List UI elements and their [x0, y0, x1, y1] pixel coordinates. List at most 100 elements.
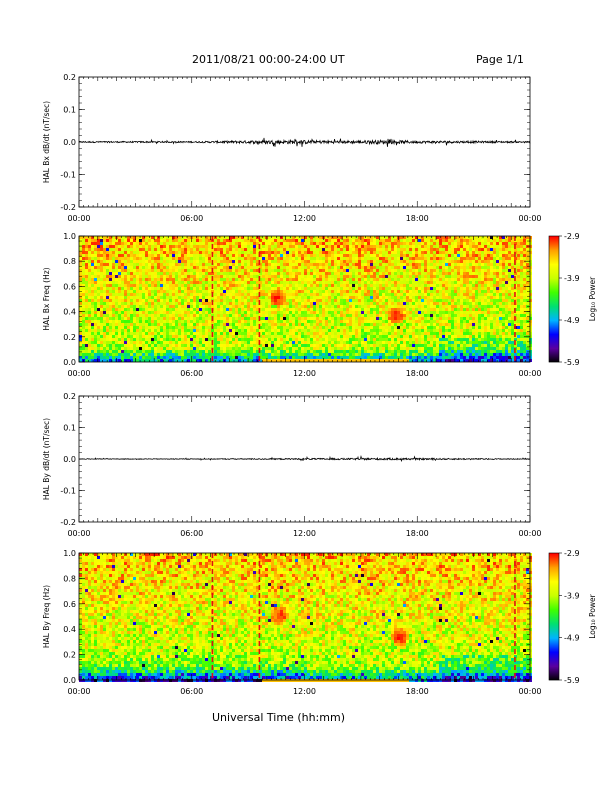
spectrogram-cell	[334, 320, 337, 323]
spectrogram-cell	[94, 293, 97, 296]
spectrogram-cell	[205, 275, 208, 278]
spectrogram-cell	[319, 245, 322, 248]
spectrogram-cell	[304, 254, 307, 257]
spectrogram-cell	[289, 302, 292, 305]
spectrogram-cell	[508, 314, 511, 317]
spectrogram-cell	[463, 248, 466, 251]
spectrogram-cell	[316, 308, 319, 311]
spectrogram-cell	[193, 299, 196, 302]
spectrogram-cell	[94, 275, 97, 278]
spectrogram-cell	[88, 236, 91, 239]
spectrogram-cell	[85, 254, 88, 257]
spectrogram-cell	[172, 317, 175, 320]
spectrogram-cell	[139, 320, 142, 323]
spectrogram-cell	[226, 296, 229, 299]
spectrogram-cell	[280, 290, 283, 293]
spectrogram-cell	[502, 287, 505, 290]
spectrogram-cell	[127, 254, 130, 257]
spectrogram-cell	[418, 245, 421, 248]
spectrogram-cell	[364, 296, 367, 299]
spectrogram-cell	[133, 311, 136, 314]
spectrogram-cell	[118, 326, 121, 329]
spectrogram-cell	[79, 293, 82, 296]
spectrogram-cell	[469, 278, 472, 281]
spectrogram-cell	[442, 236, 445, 239]
spectrogram-cell	[334, 323, 337, 326]
spectrogram-cell	[340, 275, 343, 278]
spectrogram-cell	[412, 263, 415, 266]
spectrogram-cell	[502, 308, 505, 311]
spectrogram-cell	[301, 299, 304, 302]
spectrogram-cell	[166, 317, 169, 320]
spectrogram-cell	[151, 284, 154, 287]
spectrogram-cell	[505, 290, 508, 293]
spectrogram-cell	[415, 293, 418, 296]
spectrogram-cell	[406, 311, 409, 314]
spectrogram-cell	[169, 236, 172, 239]
spectrogram-cell	[463, 320, 466, 323]
spectrogram-cell	[274, 272, 277, 275]
spectrogram-cell	[436, 284, 439, 287]
spectrogram-cell	[262, 245, 265, 248]
spectrogram-cell	[130, 239, 133, 242]
spectrogram-cell	[487, 326, 490, 329]
spectrogram-cell	[265, 311, 268, 314]
spectrogram-cell	[250, 251, 253, 254]
spectrogram-cell	[394, 260, 397, 263]
spectrogram-cell	[322, 245, 325, 248]
spectrogram-cell	[418, 251, 421, 254]
spectrogram-cell	[196, 263, 199, 266]
spectrogram-cell	[418, 317, 421, 320]
spectrogram-cell	[82, 302, 85, 305]
spectrogram-cell	[190, 272, 193, 275]
spectrogram-cell	[415, 239, 418, 242]
spectrogram-cell	[487, 236, 490, 239]
spectrogram-cell	[385, 320, 388, 323]
spectrogram-cell	[502, 320, 505, 323]
spectrogram-cell	[271, 254, 274, 257]
spectrogram-cell	[370, 242, 373, 245]
spectrogram-cell	[472, 314, 475, 317]
spectrogram-cell	[367, 293, 370, 296]
spectrogram-cell	[226, 242, 229, 245]
spectrogram-cell	[361, 281, 364, 284]
spectrogram-cell	[313, 254, 316, 257]
spectrogram-cell	[382, 284, 385, 287]
spectrogram-cell	[217, 308, 220, 311]
spectrogram-cell	[355, 296, 358, 299]
spectrogram-cell	[322, 266, 325, 269]
spectrogram-cell	[238, 281, 241, 284]
spectrogram-cell	[529, 266, 532, 269]
spectrogram-cell	[328, 284, 331, 287]
spectrogram-cell	[391, 260, 394, 263]
spectrogram-cell	[472, 254, 475, 257]
spectrogram-cell	[256, 317, 259, 320]
spectrogram-cell	[388, 275, 391, 278]
spectrogram-cell	[370, 239, 373, 242]
spectrogram-cell	[130, 308, 133, 311]
spectrogram-cell	[178, 299, 181, 302]
spectrogram-cell	[475, 251, 478, 254]
spectrogram-cell	[331, 308, 334, 311]
spectrogram-cell	[340, 302, 343, 305]
spectrogram-cell	[217, 329, 220, 332]
spectrogram-cell	[133, 314, 136, 317]
spectrogram-cell	[517, 269, 520, 272]
spectrogram-cell	[508, 278, 511, 281]
spectrogram-cell	[208, 326, 211, 329]
spectrogram-cell	[187, 314, 190, 317]
spectrogram-cell	[286, 236, 289, 239]
spectrogram-cell	[139, 245, 142, 248]
spectrogram-cell	[406, 287, 409, 290]
spectrogram-cell	[499, 242, 502, 245]
spectrogram-cell	[328, 281, 331, 284]
spectrogram-cell	[85, 245, 88, 248]
spectrogram-cell	[178, 272, 181, 275]
spectrogram-cell	[403, 320, 406, 323]
spectrogram-cell	[445, 308, 448, 311]
spectrogram-cell	[310, 308, 313, 311]
spectrogram-cell	[79, 257, 82, 260]
spectrogram-cell	[403, 299, 406, 302]
spectrogram-cell	[316, 236, 319, 239]
spectrogram-cell	[343, 311, 346, 314]
